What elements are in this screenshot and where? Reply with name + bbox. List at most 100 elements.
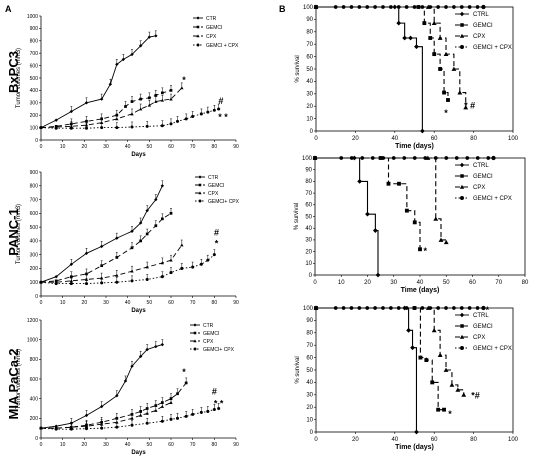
- series-line: [316, 6, 467, 108]
- data-point: [373, 5, 377, 9]
- y-tick-label: 30: [305, 238, 312, 244]
- x-axis-title: Time (days): [395, 143, 434, 150]
- data-point: [54, 118, 58, 122]
- row-label-panc1: PANC-1: [6, 208, 21, 255]
- y-tick-label: 1000: [27, 337, 38, 343]
- data-point: [452, 306, 456, 310]
- data-point: [206, 409, 210, 413]
- x-tick-label: 50: [443, 280, 450, 286]
- y-tick-label: 20: [306, 104, 313, 110]
- y-tick-label: 800: [30, 357, 39, 363]
- data-point: [420, 5, 425, 9]
- series-cpx: [313, 305, 467, 397]
- data-point: [475, 156, 480, 160]
- legend-swatch-marker: [198, 191, 202, 195]
- data-point: [145, 232, 149, 236]
- series-line: [40, 254, 215, 285]
- data-point: [154, 224, 158, 228]
- data-point: [191, 265, 195, 269]
- data-point: [69, 262, 74, 267]
- data-point: [69, 282, 73, 286]
- legend-swatch-marker: [198, 183, 202, 187]
- data-point: [154, 197, 158, 202]
- legend-label: CTRL: [473, 313, 489, 319]
- series-ctrl: [313, 305, 419, 435]
- legend-swatch-marker: [459, 184, 465, 189]
- y-tick-label: 900: [30, 26, 39, 32]
- y-tick-label: 70: [305, 191, 312, 197]
- y-tick-label: 60: [306, 355, 313, 361]
- data-point: [169, 258, 173, 262]
- data-point: [406, 327, 411, 333]
- data-point: [130, 125, 134, 129]
- data-point: [436, 407, 441, 412]
- data-point: [418, 355, 423, 360]
- y-axis-title: Tumor volumes (mm3): [16, 204, 22, 264]
- x-axis-title: Days: [131, 152, 146, 158]
- data-point: [365, 5, 370, 9]
- legend-label: CTR: [206, 16, 217, 22]
- significance-annotation: * #: [464, 101, 475, 111]
- x-tick-label: 40: [125, 442, 131, 448]
- data-point: [130, 100, 134, 103]
- series-line: [315, 157, 379, 275]
- series-line: [40, 35, 156, 129]
- data-point: [381, 156, 386, 160]
- x-tick-label: 90: [233, 300, 239, 306]
- data-point: [333, 5, 338, 9]
- data-point: [397, 181, 401, 186]
- data-point: [454, 156, 459, 160]
- data-point: [199, 112, 203, 116]
- y-tick-label: 20: [306, 405, 313, 411]
- series-line: [316, 6, 423, 131]
- y-tick-label: 200: [30, 266, 39, 272]
- y-tick-label: 90: [306, 17, 313, 23]
- data-point: [145, 421, 149, 425]
- data-point: [449, 382, 455, 387]
- data-point: [124, 105, 127, 108]
- series-gemci-cpx: [39, 403, 221, 431]
- data-point: [145, 265, 149, 269]
- y-tick-label: 600: [30, 211, 39, 217]
- x-tick-label: 20: [82, 300, 88, 306]
- significance-annotation: *: [423, 246, 427, 256]
- row-label-miapaca2: MIA PaCa-2: [6, 348, 21, 419]
- data-point: [386, 181, 391, 186]
- significance-annotation: *: [448, 409, 452, 419]
- y-tick-label: 0: [310, 430, 314, 436]
- legend-swatch-marker: [193, 339, 197, 343]
- data-point: [428, 5, 433, 9]
- series-line: [40, 87, 183, 129]
- series-gemci-cpx: [316, 305, 486, 311]
- data-point: [130, 269, 134, 273]
- data-point: [391, 156, 396, 160]
- y-tick-label: 10: [306, 116, 313, 122]
- legend-label: CPX: [473, 335, 485, 341]
- data-point: [99, 404, 104, 409]
- legend-swatch-marker: [460, 45, 464, 49]
- data-point: [414, 429, 419, 435]
- x-tick-label: 40: [125, 300, 131, 306]
- data-point: [412, 220, 417, 225]
- data-point: [433, 216, 439, 221]
- y-tick-label: 0: [309, 273, 313, 279]
- y-tick-label: 10: [305, 261, 312, 267]
- y-tick-label: 50: [306, 67, 313, 73]
- data-point: [176, 392, 179, 396]
- data-point: [357, 179, 363, 184]
- data-point: [339, 156, 344, 160]
- data-point: [85, 272, 88, 276]
- x-tick-label: 40: [391, 437, 398, 443]
- data-point: [404, 306, 409, 310]
- y-tick-label: 1000: [27, 14, 38, 20]
- x-tick-label: 50: [147, 300, 153, 306]
- significance-annotation: #: [214, 227, 219, 237]
- chart-tv-bxpc3: 0 100 200 300 400 500 600 700 800 900 1000 0 10 20 30 4…: [16, 14, 239, 158]
- data-point: [160, 184, 165, 188]
- data-point: [389, 5, 393, 9]
- data-point: [412, 5, 417, 9]
- data-point: [130, 423, 134, 427]
- series-gemci-cpx: [39, 249, 216, 286]
- data-point: [169, 211, 173, 215]
- data-point: [465, 156, 470, 160]
